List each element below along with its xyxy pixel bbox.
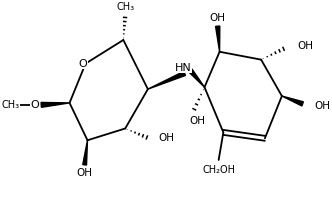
Text: CH₃: CH₃ (1, 100, 19, 110)
Text: CH₃: CH₃ (116, 2, 134, 12)
Text: OH: OH (210, 13, 226, 23)
Polygon shape (282, 96, 303, 106)
Polygon shape (41, 102, 69, 107)
Text: OH: OH (314, 101, 330, 111)
Text: HN: HN (174, 62, 191, 72)
Text: CH₂OH: CH₂OH (202, 165, 235, 175)
Text: OH: OH (189, 116, 205, 126)
Polygon shape (189, 69, 205, 87)
Text: OH: OH (77, 168, 93, 178)
Polygon shape (215, 26, 220, 52)
Polygon shape (83, 140, 87, 165)
Polygon shape (148, 71, 186, 89)
Text: OH: OH (297, 41, 313, 51)
Text: O: O (30, 100, 39, 110)
Text: O: O (78, 59, 87, 69)
Text: OH: OH (158, 133, 174, 143)
